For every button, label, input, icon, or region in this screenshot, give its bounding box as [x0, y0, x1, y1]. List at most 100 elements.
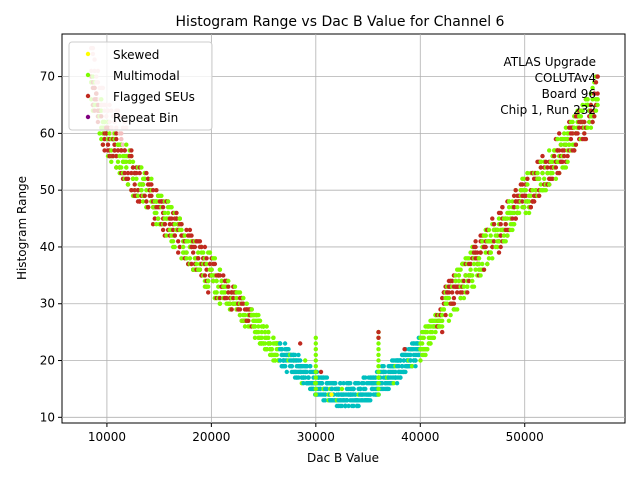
- flagged-seu-point: [202, 273, 208, 278]
- flagged-seu-point: [102, 148, 107, 153]
- multimodal-point: [588, 91, 594, 96]
- flagged-seu-point: [540, 153, 545, 159]
- multimodal-point: [420, 341, 425, 346]
- multimodal-point: [217, 267, 223, 272]
- legend-label-multimodal: Multimodal: [113, 69, 180, 83]
- flagged-seu-point: [560, 159, 565, 164]
- multimodal-point: [536, 176, 542, 181]
- multimodal-point: [538, 182, 543, 187]
- multimodal-point: [521, 176, 527, 181]
- multimodal-point: [206, 284, 211, 289]
- flagged-seu-point: [592, 91, 597, 96]
- flagged-seu-point: [120, 142, 126, 147]
- flagged-seu-point: [570, 131, 575, 136]
- data-point: [398, 358, 403, 363]
- data-point: [373, 375, 378, 380]
- flagged-seu-point: [577, 125, 582, 130]
- x-tick-label: 30000: [297, 430, 335, 444]
- multimodal-point: [252, 335, 258, 340]
- multimodal-point: [409, 364, 415, 369]
- flagged-seu-point: [545, 165, 550, 170]
- multimodal-point: [495, 227, 500, 233]
- flagged-seu-point: [135, 188, 141, 193]
- multimodal-point: [267, 341, 273, 346]
- multimodal-point: [511, 210, 517, 216]
- data-point: [339, 403, 345, 409]
- flagged-seu-point: [583, 136, 589, 142]
- flagged-seu-point: [536, 193, 542, 198]
- flagged-seu-point: [440, 295, 445, 301]
- multimodal-point: [547, 182, 552, 187]
- data-point: [333, 381, 338, 386]
- multimodal-point: [430, 329, 435, 335]
- multimodal-point: [219, 278, 224, 284]
- data-point: [292, 352, 298, 358]
- flagged-seu-point: [550, 176, 555, 181]
- multimodal-point: [217, 301, 223, 306]
- multimodal-point: [455, 307, 460, 312]
- multimodal-point: [97, 131, 102, 136]
- multimodal-point: [271, 335, 276, 340]
- multimodal-point: [313, 386, 318, 392]
- multimodal-point: [179, 227, 184, 233]
- multimodal-point: [505, 233, 510, 238]
- multimodal-point: [553, 176, 559, 181]
- flagged-seu-point: [525, 176, 530, 181]
- multimodal-point: [466, 256, 472, 261]
- flagged-seu-point: [132, 182, 137, 187]
- flagged-seu-point: [129, 188, 134, 193]
- multimodal-point: [433, 329, 438, 335]
- flagged-seu-point: [224, 295, 229, 301]
- flagged-seu-point: [169, 216, 174, 221]
- flagged-seu-point: [498, 244, 503, 250]
- flagged-seu-point: [174, 210, 179, 216]
- multimodal-point: [376, 381, 381, 386]
- flagged-seu-point: [491, 222, 497, 227]
- flagged-seu-point: [590, 119, 595, 125]
- flagged-seu-point: [130, 165, 136, 170]
- multimodal-point: [547, 148, 552, 153]
- flagged-seu-point: [119, 131, 124, 136]
- multimodal-point: [506, 205, 512, 210]
- multimodal-point: [550, 159, 555, 164]
- multimodal-point: [134, 176, 139, 181]
- multimodal-point: [242, 324, 248, 329]
- multimodal-point: [214, 290, 219, 295]
- chart-title: Histogram Range vs Dac B Value for Chann…: [176, 14, 505, 30]
- multimodal-point: [580, 102, 585, 108]
- multimodal-point: [555, 136, 560, 142]
- data-point: [413, 364, 418, 369]
- multimodal-point: [425, 347, 430, 352]
- multimodal-point: [545, 170, 550, 176]
- flagged-seu-point: [160, 227, 166, 233]
- flagged-seu-point: [588, 102, 594, 108]
- multimodal-point: [483, 250, 488, 255]
- multimodal-point: [538, 159, 543, 164]
- flagged-seu-point: [490, 216, 495, 221]
- multimodal-point: [516, 210, 522, 216]
- flagged-seu-point: [189, 261, 194, 267]
- flagged-seu-point: [112, 148, 117, 153]
- multimodal-point: [456, 278, 462, 284]
- multimodal-point: [458, 267, 463, 272]
- multimodal-point: [222, 290, 228, 295]
- flagged-seu-point: [196, 256, 201, 261]
- multimodal-point: [501, 233, 507, 238]
- flagged-seu-point: [174, 216, 179, 221]
- multimodal-point: [227, 301, 233, 306]
- multimodal-point: [521, 205, 527, 210]
- multimodal-point: [535, 170, 540, 176]
- flagged-seu-point: [144, 199, 149, 204]
- flagged-seu-point: [184, 227, 189, 233]
- y-tick-label: 50: [40, 183, 55, 197]
- multimodal-point: [264, 324, 269, 329]
- multimodal-point: [558, 142, 564, 147]
- annotation-line-4: Chip 1, Run 232: [500, 103, 596, 117]
- multimodal-point: [241, 295, 246, 301]
- flagged-seu-point: [466, 278, 472, 284]
- multimodal-point: [578, 114, 584, 119]
- multimodal-point: [483, 233, 488, 238]
- multimodal-point: [440, 318, 445, 323]
- flagged-seu-point: [119, 136, 124, 142]
- flagged-seu-point: [129, 148, 134, 153]
